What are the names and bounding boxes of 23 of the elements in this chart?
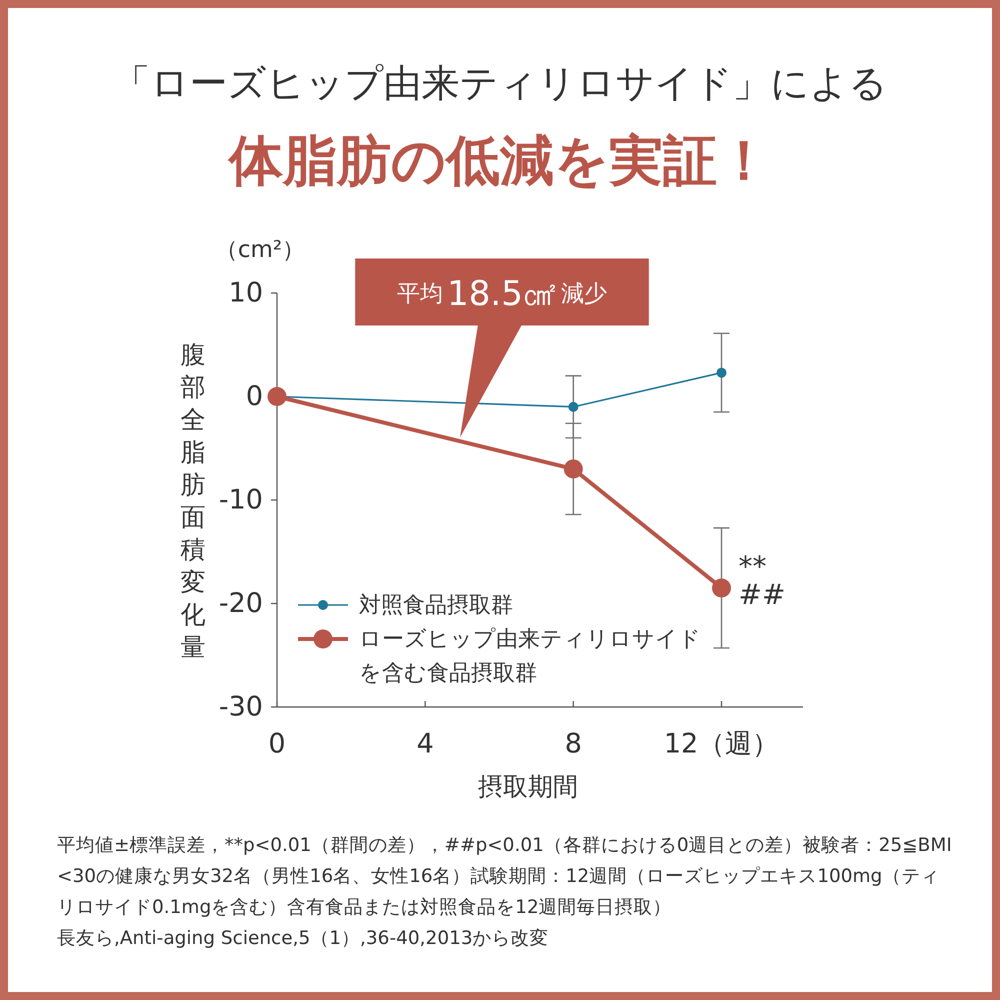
y-tick-label: -20 (218, 588, 263, 619)
text: （cm²） (214, 237, 306, 263)
y-tick-label: 0 (246, 381, 263, 412)
x-tick-label: 0 (268, 728, 286, 760)
x-tick-label: 4 (416, 728, 434, 760)
text: 長友ら,Anti-aging Science,5（1）,36-40,2013から改変 (57, 926, 549, 948)
point (712, 578, 732, 598)
y-tick-label: -10 (218, 484, 263, 516)
chart-subtitle: 体脂肪の低減を実証！ (227, 128, 771, 192)
point (268, 387, 286, 406)
text: 腹部全脂肪面積変化量 (180, 339, 206, 661)
legend-label: 対照食品摂取群 (359, 592, 513, 618)
y-tick-label: -30 (218, 692, 263, 722)
point (568, 402, 578, 412)
chart-title: 「ローズヒップ由来ティリロサイド」による (112, 61, 888, 105)
x-axis-title: 摂取期間 (478, 772, 578, 800)
y-tick-label: 10 (228, 278, 263, 308)
x-tick-label: 12（週） (664, 728, 780, 760)
point (564, 459, 583, 478)
text: 平均値±標準誤差，**p<0.01（群間の差），##p<0.01（各群における0週目との差）被験者：25≦BMI<30の健康な男女32名（男性16名、女性16名）試験期間：12週間（ローズヒップエキス100mg（ティリロサイド0.1mgを含む）含有食品または対照食品を12週間毎日摂取） (57, 834, 952, 918)
point (716, 368, 727, 378)
legend-label: ローズヒップ由来ティリロサイドを含む食品摂取群 (359, 626, 701, 686)
x-tick-label: 8 (564, 728, 582, 760)
